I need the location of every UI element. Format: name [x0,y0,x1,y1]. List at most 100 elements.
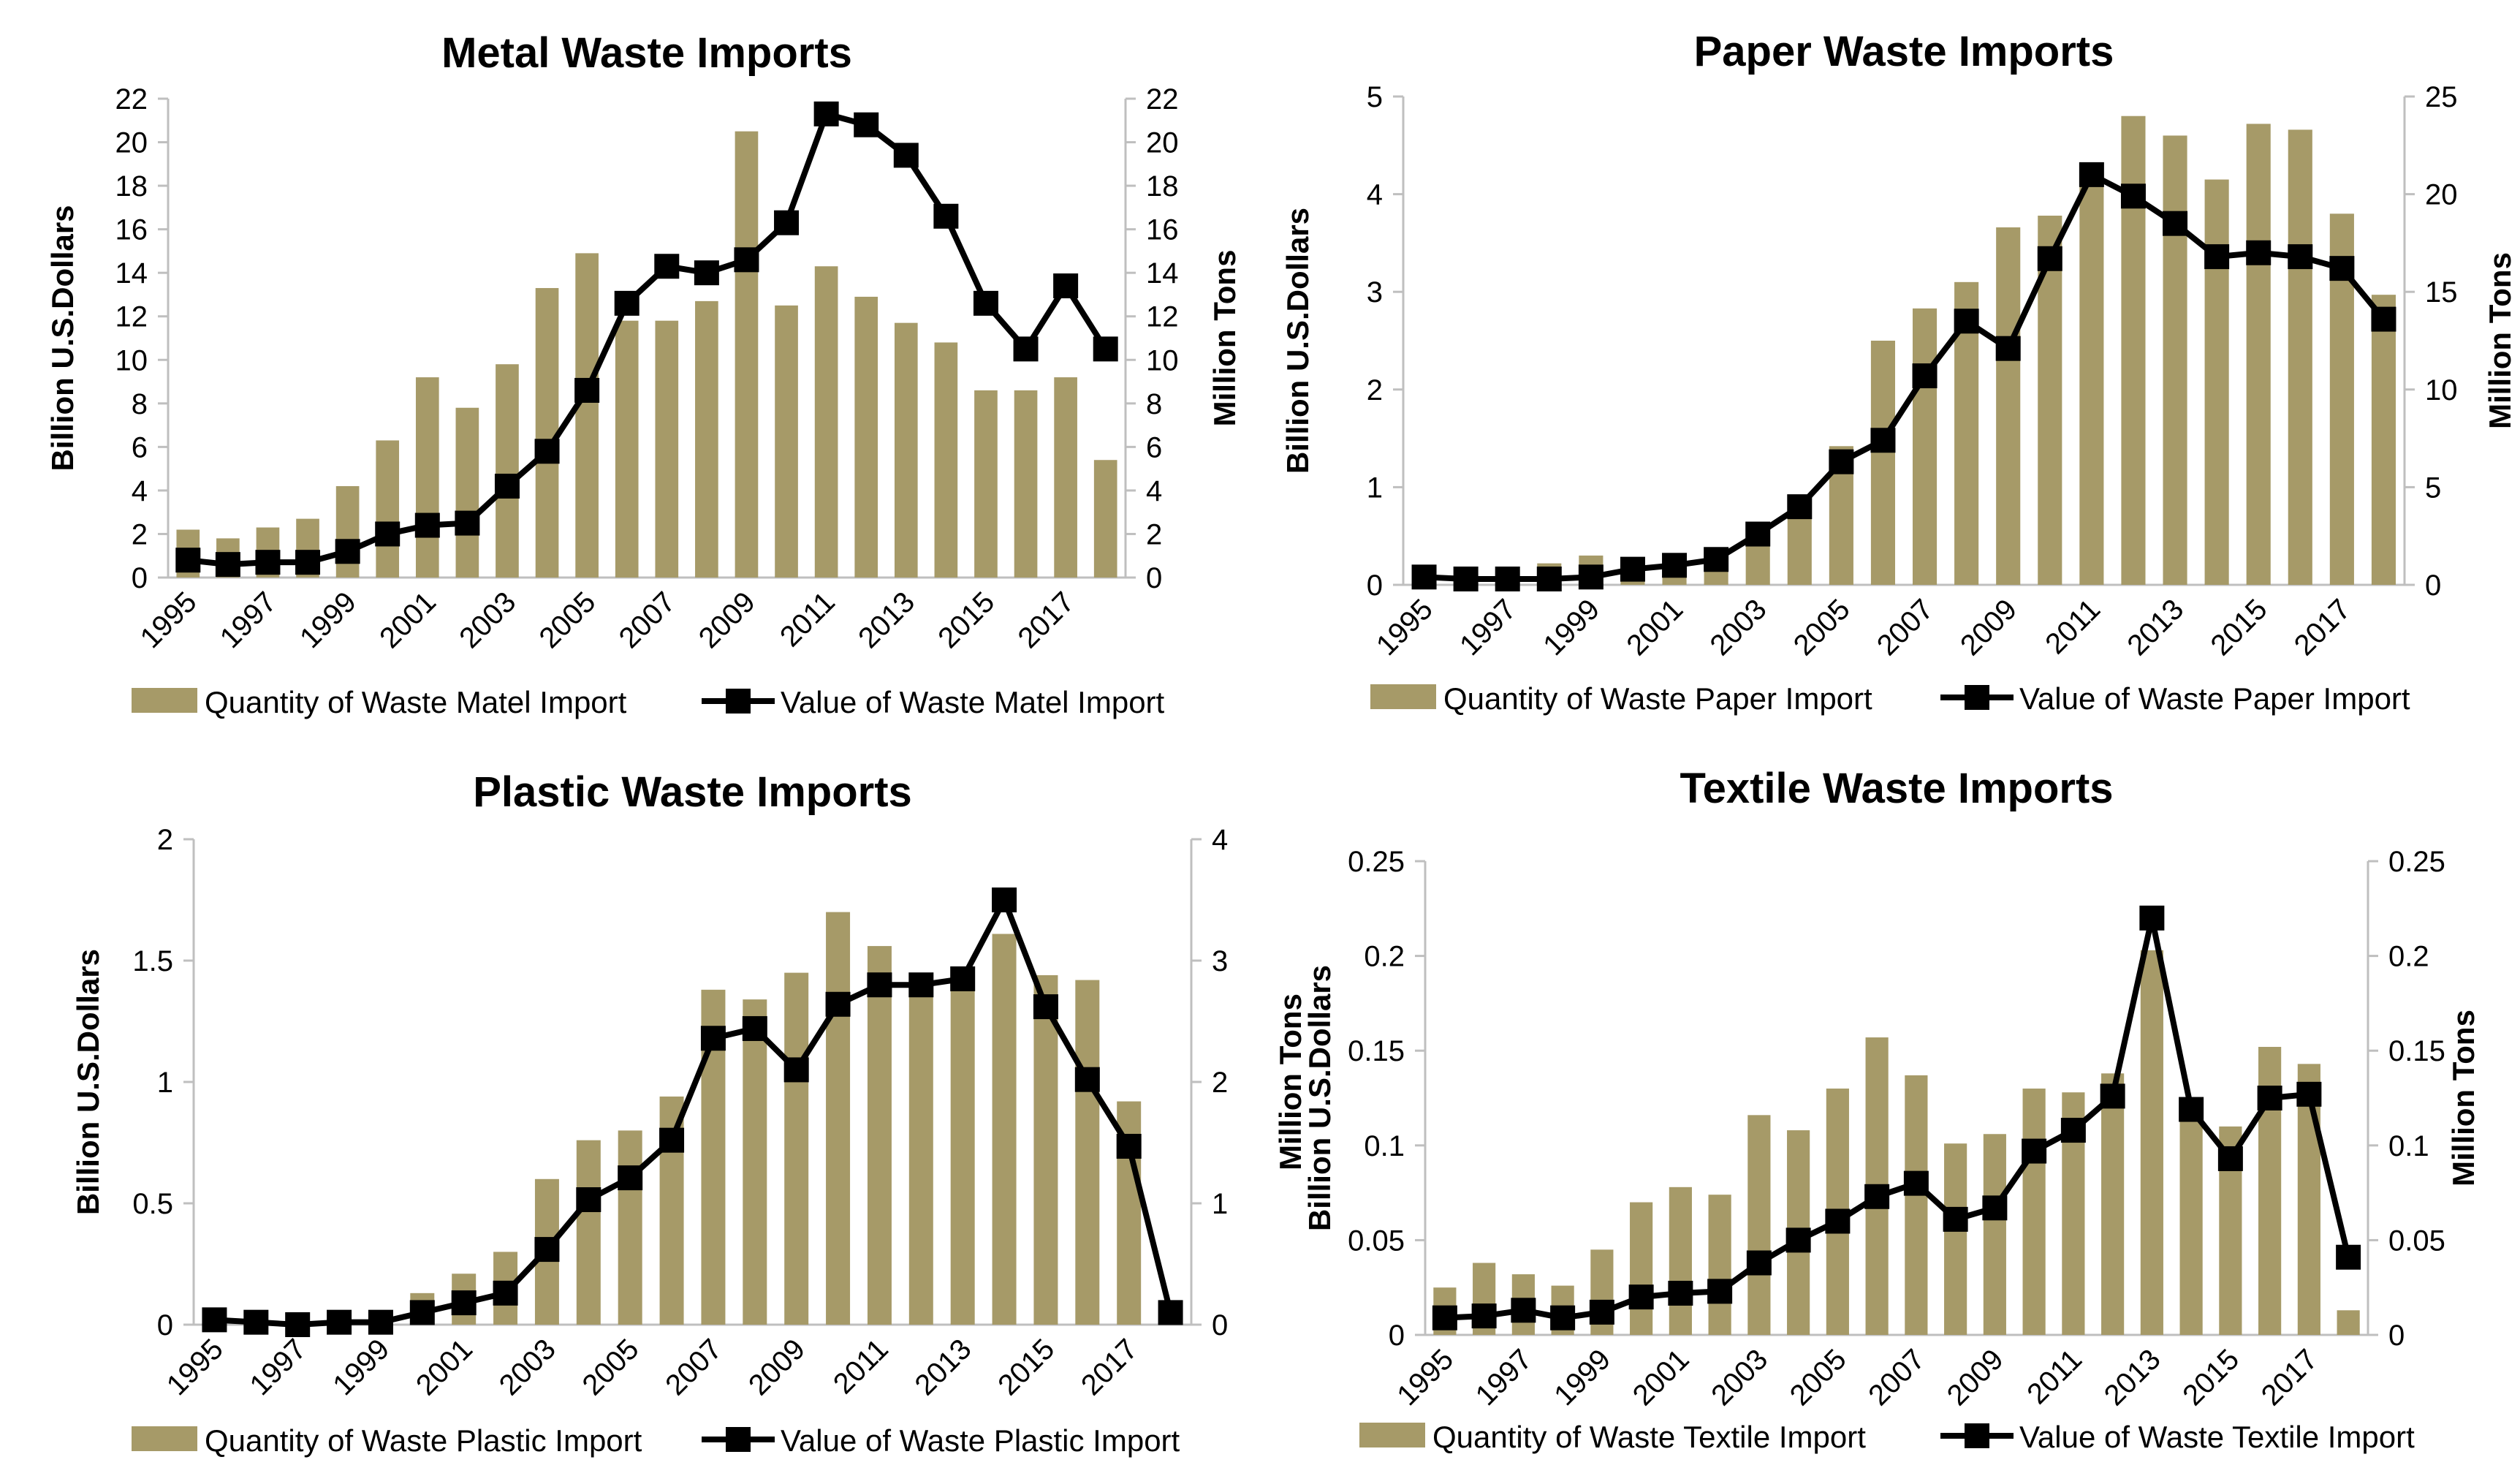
bar [2101,1073,2125,1335]
line-point [1589,1299,1614,1325]
line-point [825,991,851,1017]
left-tick-label: 0.15 [1348,1035,1405,1067]
bar [1983,1134,2006,1335]
left-tick-label: 4 [132,475,148,507]
bar [2179,1113,2203,1335]
right-tick-label: 25 [2425,81,2458,113]
line-point [1668,1280,1693,1306]
legend-line-marker [726,1427,751,1452]
bar [814,266,838,578]
x-tick-label: 1997 [1470,1343,1538,1412]
bar [2297,1064,2320,1335]
x-tick-label: 2011 [2039,593,2106,660]
x-tick-label: 2007 [1871,593,1940,662]
line-point [1954,309,1979,334]
bar [784,972,809,1325]
x-tick-label: 2001 [410,1333,479,1401]
x-tick-label: 2001 [373,586,442,654]
right-tick-label: 20 [2425,179,2458,211]
right-tick-label: 8 [1146,388,1162,420]
x-tick-label: 2015 [992,1333,1060,1401]
line-point [1495,566,1520,591]
line-point [659,1127,685,1153]
left-tick-label: 6 [132,431,148,463]
line-point [414,512,440,538]
x-tick-label: 2015 [2176,1343,2245,1412]
line-point [494,473,520,499]
x-tick-label: 2017 [1075,1333,1144,1401]
bar [1054,377,1077,578]
line-point [455,510,480,536]
x-tick-label: 2003 [1704,593,1773,662]
bar [1996,227,2021,585]
bar [867,946,892,1325]
x-tick-label: 2009 [693,586,762,654]
x-tick-label: 2007 [1862,1343,1931,1412]
left-tick-label: 2 [157,824,173,856]
line-point [950,966,976,991]
line-point [1662,553,1688,578]
left-tick-label: 20 [115,127,148,159]
bar [934,342,958,578]
line-point [2329,256,2355,281]
left-tick-label: 2 [132,518,148,550]
line-point [742,1015,767,1041]
bar [854,296,878,578]
line-point [409,1300,435,1325]
chart-panel-4: Textile Waste Imports 0 0.05 0.1 0.15 0.2 0.25… [1302,765,2481,1454]
line-point [1704,547,1729,572]
right-tick-label: 0 [1212,1309,1228,1341]
chart-panel-1: Metal Waste Imports024681012141618202202… [45,29,1242,719]
right-tick-label: 2 [1212,1067,1228,1099]
bar [2022,1089,2046,1335]
line-point [1536,566,1562,591]
line-point [893,143,919,168]
left-tick-label: 14 [115,257,148,289]
right-tick-label: 6 [1146,431,1162,463]
x-tick-label: 1999 [1537,593,1606,662]
chart-panel-2: Paper Waste Imports 0 1 2 3 4 5 0 5 10 15 20 25 Billi… [1280,28,2517,716]
bar [2288,129,2312,585]
legend-bar-swatch [132,688,197,713]
x-tick-label: 2013 [2098,1343,2167,1412]
left-tick-label: 0.05 [1348,1225,1405,1257]
line-point [451,1290,477,1316]
left-tick-label: 5 [1367,81,1383,113]
x-tick-label: 1999 [1548,1343,1617,1412]
line-point [2079,162,2104,187]
bar [743,999,767,1325]
right-tick-label: 18 [1146,170,1179,203]
line-point [574,377,600,403]
bar [950,989,975,1325]
left-tick-label: 0.2 [1364,941,1405,973]
x-tick-label: 2005 [1788,593,1856,662]
x-tick-label: 1995 [1370,593,1439,662]
bar [1093,460,1117,578]
left-tick-label: 0 [1367,569,1383,602]
line-point [1982,1195,2008,1221]
x-tick-label: 1999 [327,1333,395,1401]
legend-bar-swatch [132,1426,197,1451]
line-point [1453,566,1479,591]
line-point [335,539,360,564]
right-tick-label: 12 [1146,301,1179,333]
line-point [700,1026,726,1051]
right-tick-label: 0.05 [2388,1225,2445,1257]
line-point [368,1309,393,1335]
left-tick-label: 16 [115,214,148,246]
x-tick-label: 2015 [2205,593,2274,662]
bar [1033,974,1058,1325]
legend-bar-swatch [1359,1423,1425,1447]
bar [2140,950,2163,1335]
x-tick-label: 2013 [909,1333,978,1401]
line-point [854,112,879,137]
line-point [534,439,560,464]
x-tick-label: 2005 [1784,1343,1853,1412]
line-point [1745,521,1771,547]
line-point [1707,1279,1733,1304]
line-point [255,550,281,575]
right-tick-label: 16 [1146,214,1179,246]
left-tick-label: 0.1 [1364,1130,1405,1162]
line-point [1093,336,1118,362]
